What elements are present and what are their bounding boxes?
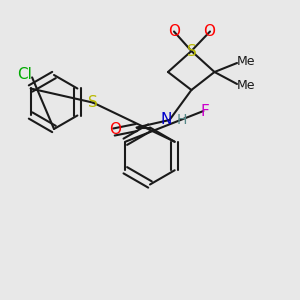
Text: S: S <box>88 95 98 110</box>
Text: H: H <box>176 113 187 127</box>
Text: S: S <box>187 44 196 59</box>
Text: Me: Me <box>237 79 255 92</box>
Text: F: F <box>200 103 209 118</box>
Text: O: O <box>110 122 122 137</box>
Text: O: O <box>203 24 215 39</box>
Text: N: N <box>161 112 172 128</box>
Text: Cl: Cl <box>17 67 32 82</box>
Text: Me: Me <box>237 55 255 68</box>
Text: O: O <box>169 24 181 39</box>
